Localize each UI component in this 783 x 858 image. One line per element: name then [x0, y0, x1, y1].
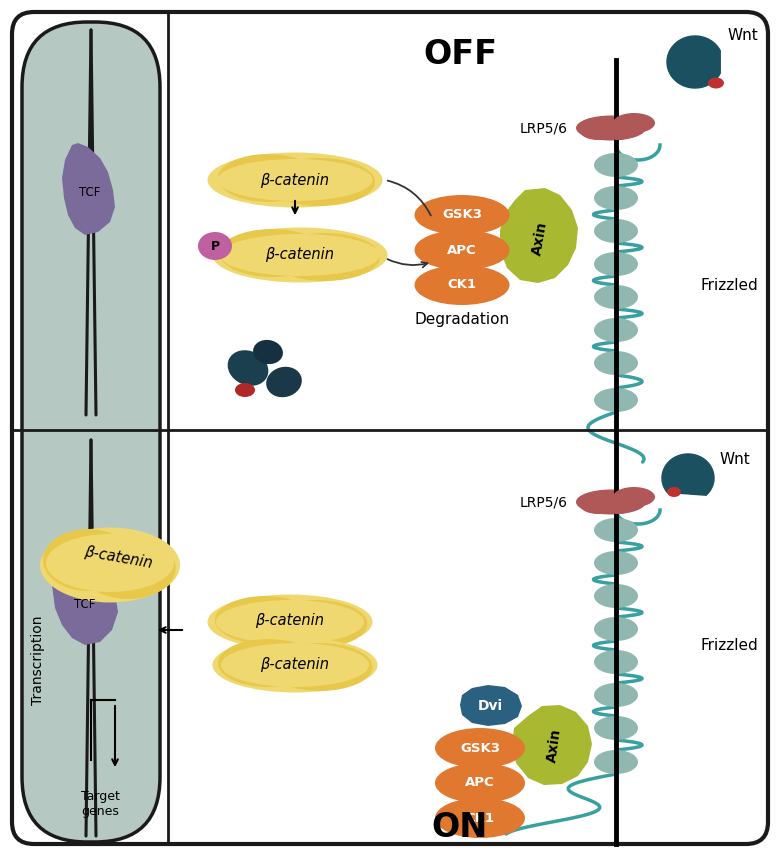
Ellipse shape [435, 728, 525, 768]
Ellipse shape [262, 600, 367, 648]
Ellipse shape [594, 750, 638, 774]
Ellipse shape [414, 230, 510, 270]
Polygon shape [62, 143, 115, 235]
Text: Wnt: Wnt [720, 452, 751, 468]
Ellipse shape [594, 551, 638, 575]
Ellipse shape [215, 596, 315, 644]
Text: ON: ON [431, 811, 488, 844]
Ellipse shape [667, 487, 681, 497]
Polygon shape [500, 188, 578, 283]
Ellipse shape [207, 153, 383, 208]
Ellipse shape [270, 233, 380, 281]
Text: Degradation: Degradation [414, 312, 510, 327]
Ellipse shape [594, 153, 638, 177]
Ellipse shape [594, 617, 638, 641]
Ellipse shape [594, 252, 638, 276]
Ellipse shape [594, 388, 638, 412]
Ellipse shape [594, 318, 638, 342]
Polygon shape [460, 685, 522, 726]
Ellipse shape [594, 584, 638, 608]
Ellipse shape [435, 763, 525, 803]
Text: β-catenin: β-catenin [261, 172, 330, 188]
Ellipse shape [218, 639, 318, 687]
Text: LRP5/6: LRP5/6 [520, 121, 568, 135]
Text: GSK3: GSK3 [442, 208, 482, 221]
Ellipse shape [594, 716, 638, 740]
Ellipse shape [228, 350, 269, 386]
Text: Target
genes: Target genes [81, 790, 120, 818]
Ellipse shape [212, 637, 377, 692]
Text: β-catenin: β-catenin [255, 613, 324, 627]
Ellipse shape [414, 265, 510, 305]
Ellipse shape [46, 534, 174, 592]
Text: GSK3: GSK3 [460, 741, 500, 754]
Ellipse shape [594, 683, 638, 707]
Ellipse shape [594, 518, 638, 542]
Text: TCF: TCF [74, 599, 96, 612]
Ellipse shape [594, 285, 638, 309]
Ellipse shape [207, 595, 373, 650]
FancyBboxPatch shape [22, 22, 160, 842]
Ellipse shape [576, 490, 646, 515]
Ellipse shape [414, 195, 510, 235]
Ellipse shape [580, 122, 616, 140]
Ellipse shape [594, 351, 638, 375]
Ellipse shape [594, 219, 638, 243]
Text: APC: APC [447, 244, 477, 257]
Text: CK1: CK1 [448, 279, 477, 292]
Text: TCF: TCF [79, 185, 101, 198]
Text: Transcription: Transcription [31, 615, 45, 704]
Ellipse shape [221, 643, 369, 687]
Ellipse shape [219, 229, 324, 277]
Text: CK1: CK1 [466, 812, 495, 825]
Text: P: P [211, 239, 219, 252]
Ellipse shape [594, 650, 638, 674]
Text: APC: APC [465, 776, 495, 789]
Text: LRP5/6: LRP5/6 [520, 495, 568, 509]
Ellipse shape [268, 643, 373, 691]
Ellipse shape [216, 600, 364, 644]
Polygon shape [662, 454, 714, 495]
Ellipse shape [580, 496, 616, 514]
Ellipse shape [266, 366, 301, 397]
Ellipse shape [613, 113, 655, 133]
Text: OFF: OFF [423, 38, 497, 71]
Ellipse shape [220, 234, 380, 276]
Ellipse shape [594, 186, 638, 210]
Ellipse shape [613, 487, 655, 507]
Ellipse shape [235, 383, 255, 397]
Ellipse shape [435, 798, 525, 838]
Ellipse shape [212, 227, 388, 282]
Ellipse shape [576, 116, 646, 141]
Text: Axin: Axin [530, 220, 550, 256]
Ellipse shape [43, 529, 133, 591]
Text: β-catenin: β-catenin [83, 545, 153, 571]
Polygon shape [667, 36, 720, 88]
Text: Wnt: Wnt [727, 28, 758, 44]
Ellipse shape [198, 232, 232, 260]
Text: Frizzled: Frizzled [700, 637, 758, 652]
Ellipse shape [81, 537, 175, 599]
Ellipse shape [253, 340, 283, 364]
Text: β-catenin: β-catenin [265, 247, 334, 263]
Ellipse shape [218, 159, 373, 201]
Ellipse shape [218, 154, 318, 202]
Ellipse shape [603, 124, 633, 140]
Polygon shape [512, 705, 592, 785]
Text: Frizzled: Frizzled [700, 277, 758, 293]
FancyBboxPatch shape [12, 12, 768, 844]
Ellipse shape [40, 528, 180, 602]
Text: Dvi: Dvi [478, 699, 503, 713]
Ellipse shape [265, 158, 375, 206]
Polygon shape [52, 546, 118, 645]
Ellipse shape [603, 498, 633, 514]
Text: Axin: Axin [545, 727, 563, 763]
Text: β-catenin: β-catenin [261, 657, 330, 673]
Ellipse shape [708, 77, 724, 88]
